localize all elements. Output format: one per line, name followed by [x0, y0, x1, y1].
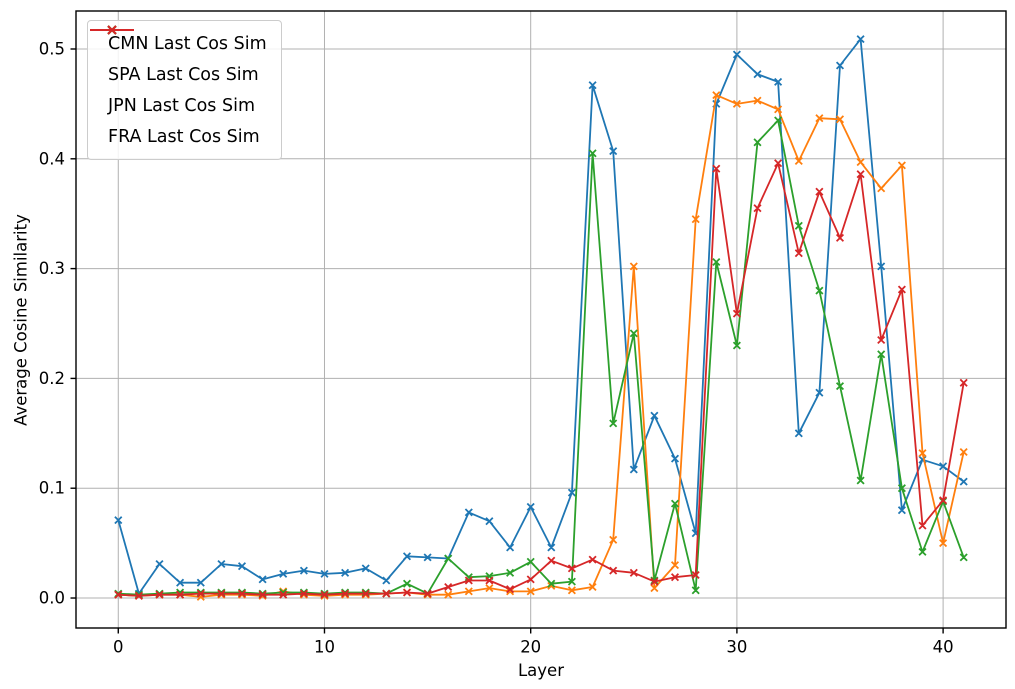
x-axis-title: Layer [517, 661, 565, 680]
series-markers [114, 91, 968, 601]
series-line [118, 162, 965, 597]
x-tick-label: 10 [314, 638, 335, 657]
tick-labels: 0 10 20 30 40 0.0 0.1 0.2 0.3 0.4 0.5 [39, 39, 954, 656]
series-line [118, 119, 965, 596]
legend-item: FRA Last Cos Sim [90, 25, 267, 152]
y-tick-label: 0.1 [39, 479, 65, 498]
series-spa [114, 91, 968, 601]
series-markers [114, 159, 968, 600]
y-tick-label: 0.0 [39, 589, 65, 608]
legend-label: CMN Last Cos Sim [108, 33, 267, 54]
series-fra [114, 159, 968, 600]
legend-label: JPN Last Cos Sim [108, 95, 256, 116]
legend-label: SPA Last Cos Sim [108, 64, 259, 85]
legend-item: JPN Last Cos Sim [90, 25, 267, 121]
y-tick-label: 0.5 [39, 39, 65, 58]
y-tick-label: 0.2 [39, 369, 65, 388]
legend-line-sample [90, 25, 134, 35]
series-cmn [114, 35, 968, 598]
x-tick-label: 0 [113, 638, 124, 657]
legend-item: SPA Last Cos Sim [90, 25, 267, 90]
y-tick-label: 0.4 [39, 149, 65, 168]
y-axis-title: Average Cosine Similarity [11, 214, 31, 426]
series-markers [114, 35, 968, 598]
x-tick-label: 20 [520, 638, 541, 657]
series-line [118, 94, 965, 598]
tick-marks [70, 48, 944, 634]
x-tick-label: 40 [933, 638, 954, 657]
y-tick-label: 0.3 [39, 259, 65, 278]
legend: CMN Last Cos Sim SPA Last Cos Sim JPN Last… [87, 20, 282, 160]
legend-label: FRA Last Cos Sim [108, 126, 260, 147]
x-tick-label: 30 [726, 638, 747, 657]
axes-spines [75, 10, 1007, 629]
